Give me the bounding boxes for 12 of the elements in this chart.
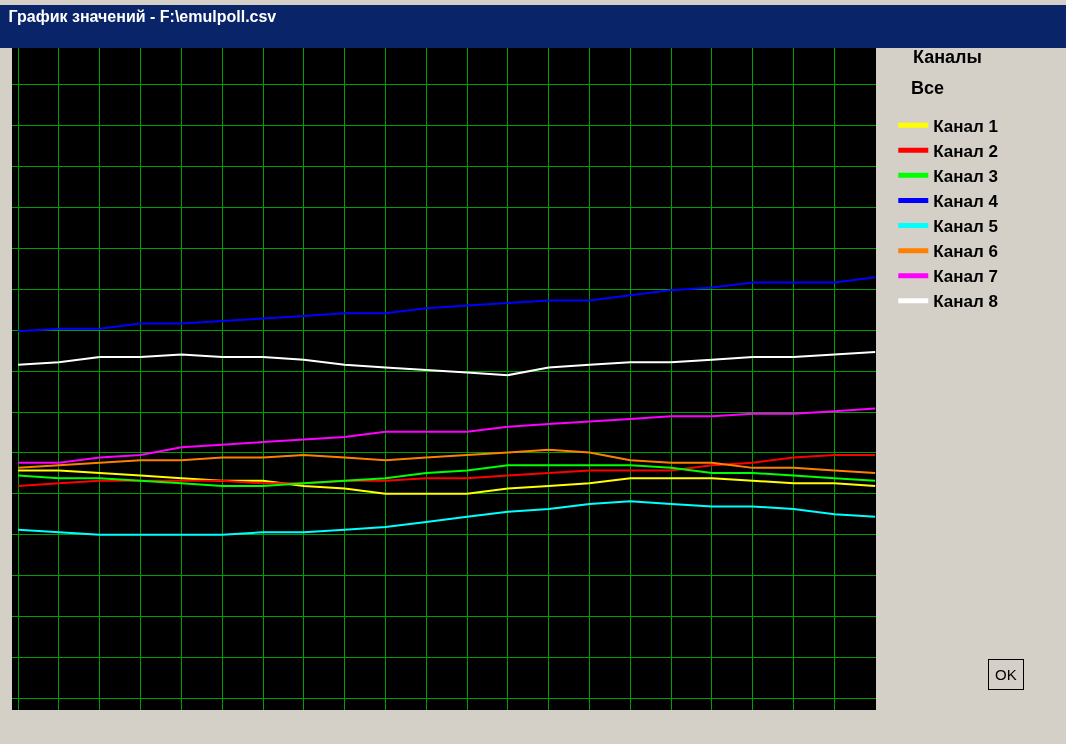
text: Все [911, 78, 945, 98]
legend-label: Канал 3 [933, 166, 999, 186]
legend-label: Канал 1 [933, 116, 999, 136]
legend-label: Канал 5 [933, 217, 999, 237]
legend-label: Канал 6 [933, 242, 999, 262]
chart-title: График значений - F:\emulpoll.csv [8, 8, 277, 26]
legend-title: Каналы [913, 47, 982, 67]
text: OK [995, 666, 1017, 683]
legend-label: Канал 2 [933, 141, 999, 161]
legend-label: Канал 4 [933, 192, 999, 212]
legend-label: Канал 7 [933, 267, 999, 287]
legend-label: Канал 8 [933, 292, 999, 312]
